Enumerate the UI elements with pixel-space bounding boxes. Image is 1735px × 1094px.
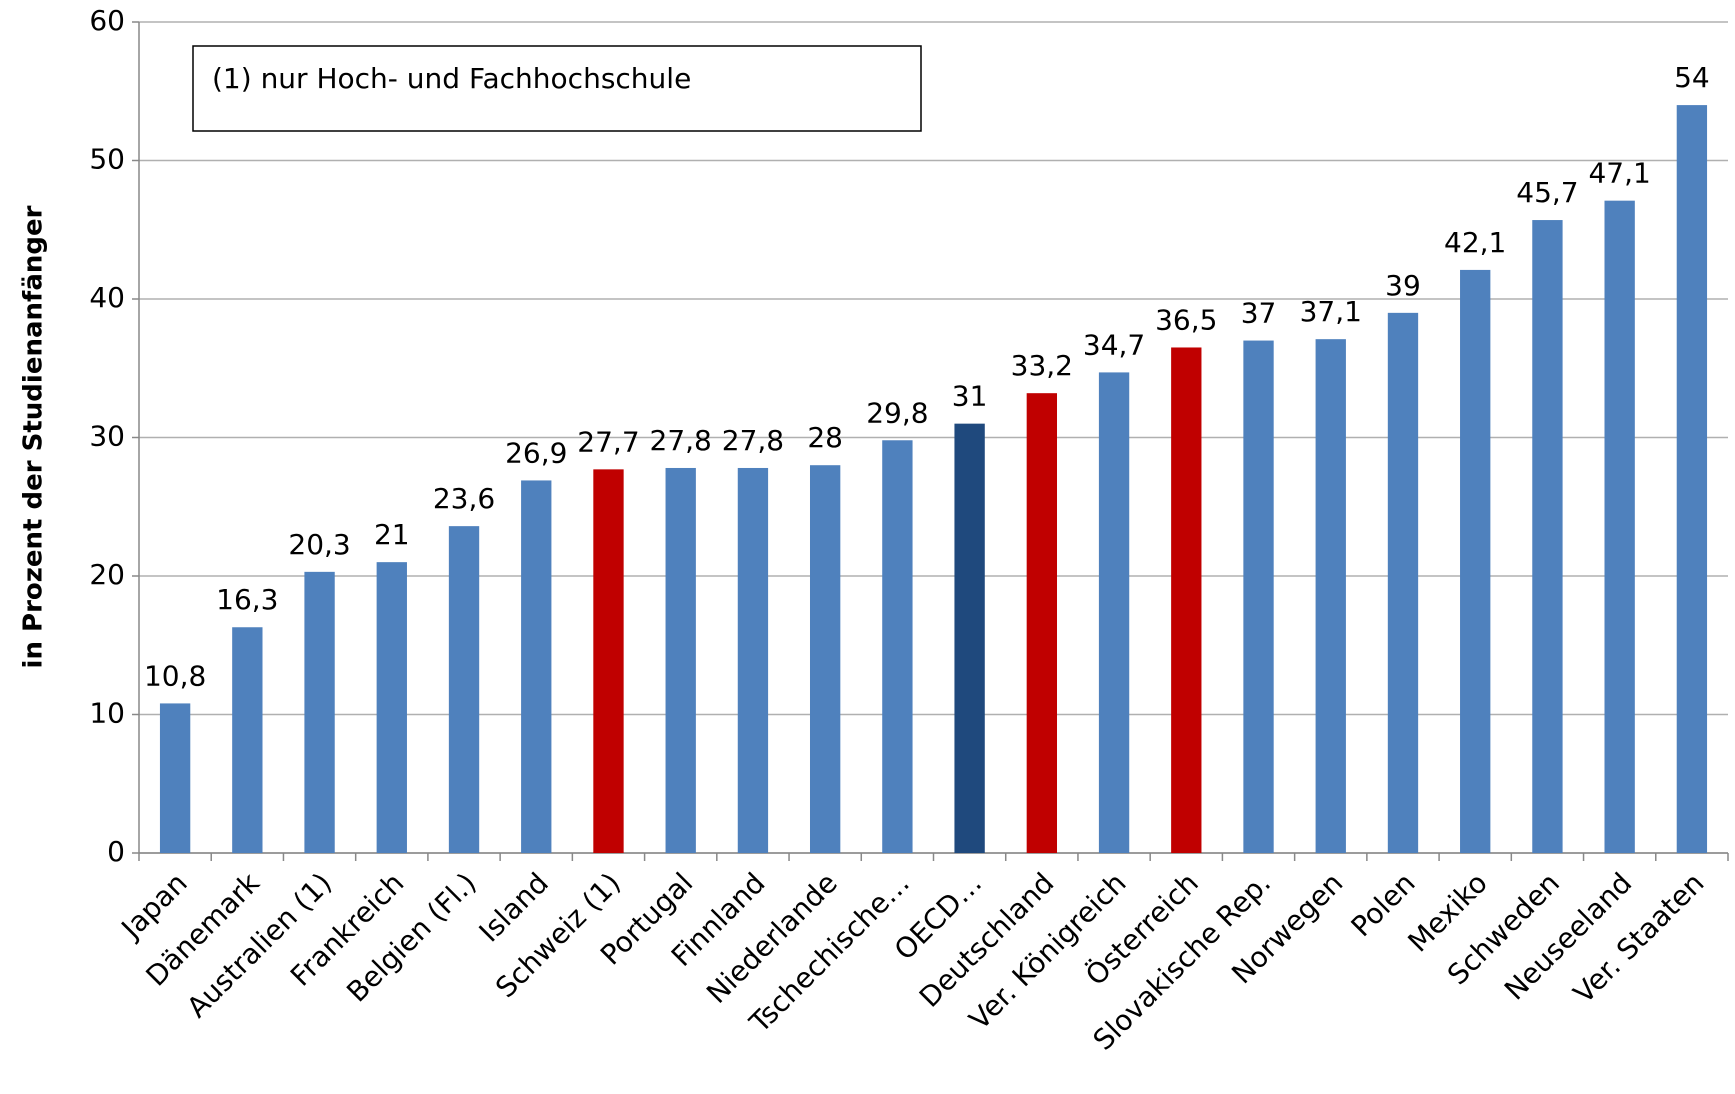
bar bbox=[1243, 340, 1274, 853]
bar bbox=[1315, 339, 1346, 853]
value-label: 16,3 bbox=[216, 583, 278, 616]
bar bbox=[232, 627, 263, 853]
bar bbox=[1387, 312, 1419, 854]
y-tick-label: 10 bbox=[89, 697, 125, 730]
bar bbox=[1098, 372, 1130, 853]
value-label: 20,3 bbox=[288, 528, 350, 561]
value-label: 23,6 bbox=[433, 482, 495, 515]
value-label: 34,7 bbox=[1083, 328, 1145, 361]
bar bbox=[1026, 393, 1058, 853]
y-tick-label: 50 bbox=[89, 143, 125, 176]
value-label: 47,1 bbox=[1588, 157, 1650, 190]
y-tick-label: 0 bbox=[107, 835, 125, 868]
value-label: 29,8 bbox=[866, 396, 928, 429]
value-label: 42,1 bbox=[1444, 226, 1506, 259]
bar bbox=[376, 562, 407, 853]
y-tick-label: 60 bbox=[89, 4, 125, 37]
bar bbox=[593, 469, 624, 853]
y-tick-label: 40 bbox=[89, 281, 125, 314]
annotation-box bbox=[192, 45, 922, 132]
bar bbox=[1171, 347, 1202, 853]
y-axis-label: in Prozent der Studienanfänger bbox=[19, 205, 49, 668]
bar bbox=[737, 467, 769, 853]
value-label: 54 bbox=[1674, 61, 1710, 94]
bar bbox=[304, 571, 335, 853]
value-label: 33,2 bbox=[1011, 349, 1073, 382]
y-tick-label: 30 bbox=[89, 420, 125, 453]
bar bbox=[159, 703, 191, 853]
value-label: 39 bbox=[1385, 269, 1421, 302]
bar bbox=[809, 465, 841, 853]
value-label: 28 bbox=[807, 421, 843, 454]
value-label: 10,8 bbox=[144, 659, 206, 692]
bar bbox=[1604, 200, 1635, 854]
bar bbox=[448, 526, 480, 853]
y-tick-label: 20 bbox=[89, 558, 125, 591]
value-label: 37 bbox=[1241, 297, 1277, 330]
value-label: 45,7 bbox=[1516, 176, 1578, 209]
annotation: (1) nur Hoch- und Fachhochschule bbox=[212, 62, 691, 95]
bar bbox=[665, 467, 696, 853]
value-label: 31 bbox=[952, 380, 988, 413]
value-label: 21 bbox=[374, 518, 410, 551]
value-label: 27,8 bbox=[650, 424, 712, 457]
value-label: 36,5 bbox=[1155, 303, 1217, 336]
bar bbox=[521, 480, 552, 853]
value-label: 26,9 bbox=[505, 436, 567, 469]
value-label: 37,1 bbox=[1300, 295, 1362, 328]
bar bbox=[954, 423, 985, 853]
value-label: 27,8 bbox=[722, 424, 784, 457]
bar bbox=[1532, 220, 1563, 853]
bar bbox=[1460, 269, 1491, 853]
bar bbox=[882, 440, 913, 853]
bar bbox=[1676, 105, 1708, 854]
value-label: 27,7 bbox=[577, 425, 639, 458]
